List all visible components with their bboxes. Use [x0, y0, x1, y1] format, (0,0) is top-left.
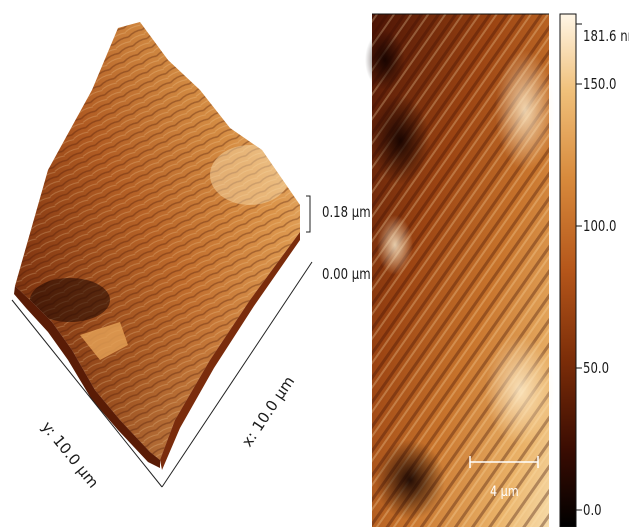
afm-3d-axes — [11, 195, 313, 488]
scale-bar-label: 4 µm — [490, 484, 519, 500]
afm-3d-surface — [14, 22, 300, 470]
z-axis-bottom-label: 0.00 µm — [322, 265, 371, 283]
colorbar-tick-label: 0.0 — [583, 501, 602, 519]
colorbar-tick-label: 150.0 — [583, 75, 617, 93]
afm-height-map — [365, 13, 555, 527]
colorbar — [559, 13, 582, 527]
scale-bar — [469, 456, 539, 468]
colorbar-tick-label: 100.0 — [583, 217, 617, 235]
colorbar-max-label: 181.6 nm — [583, 27, 629, 45]
colorbar-tick-label: 50.0 — [583, 359, 610, 377]
z-axis-top-label: 0.18 µm — [322, 203, 371, 221]
